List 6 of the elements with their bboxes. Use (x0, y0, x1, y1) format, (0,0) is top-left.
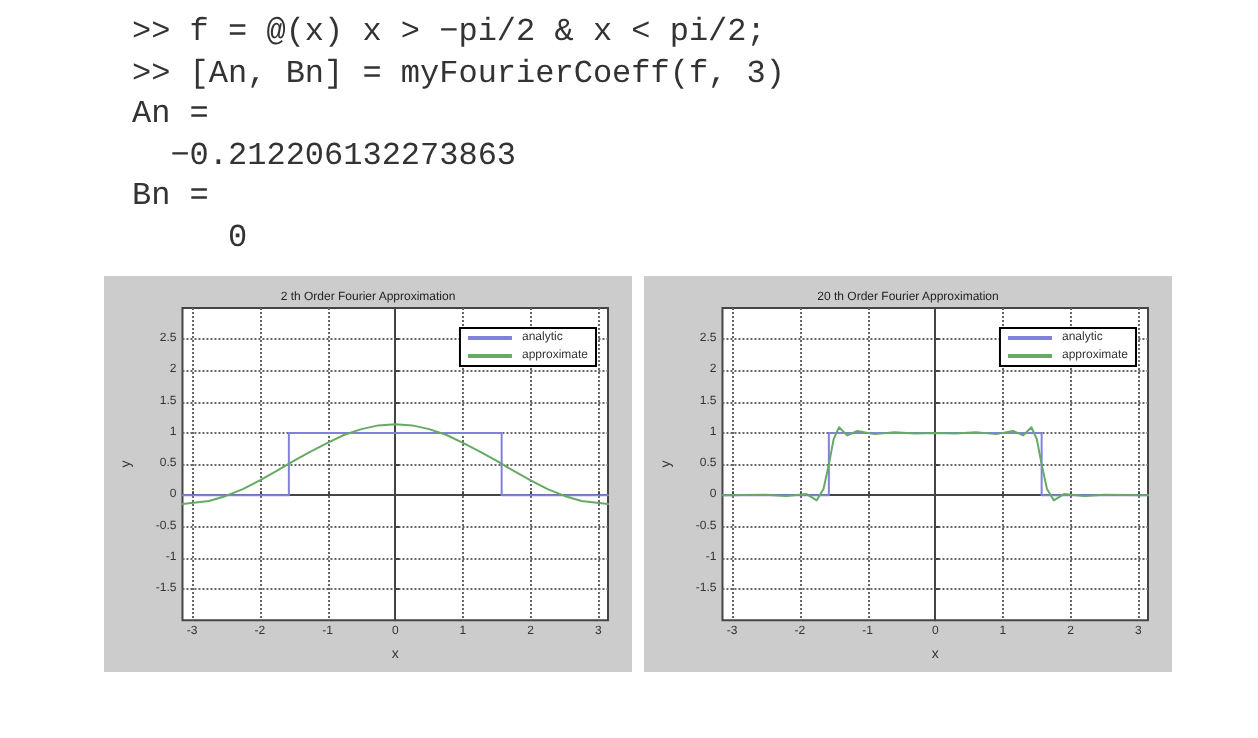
text: An = (132, 94, 211, 135)
text: Bn = (132, 176, 211, 217)
text: >> [An, Bn] = myFourierCoeff(f, 3) (132, 53, 787, 94)
text: −0.212206132273863 (168, 135, 519, 176)
text: >> f = @(x) x > −pi/2 & x < pi/2; (132, 12, 768, 53)
text: 0 (226, 217, 250, 258)
